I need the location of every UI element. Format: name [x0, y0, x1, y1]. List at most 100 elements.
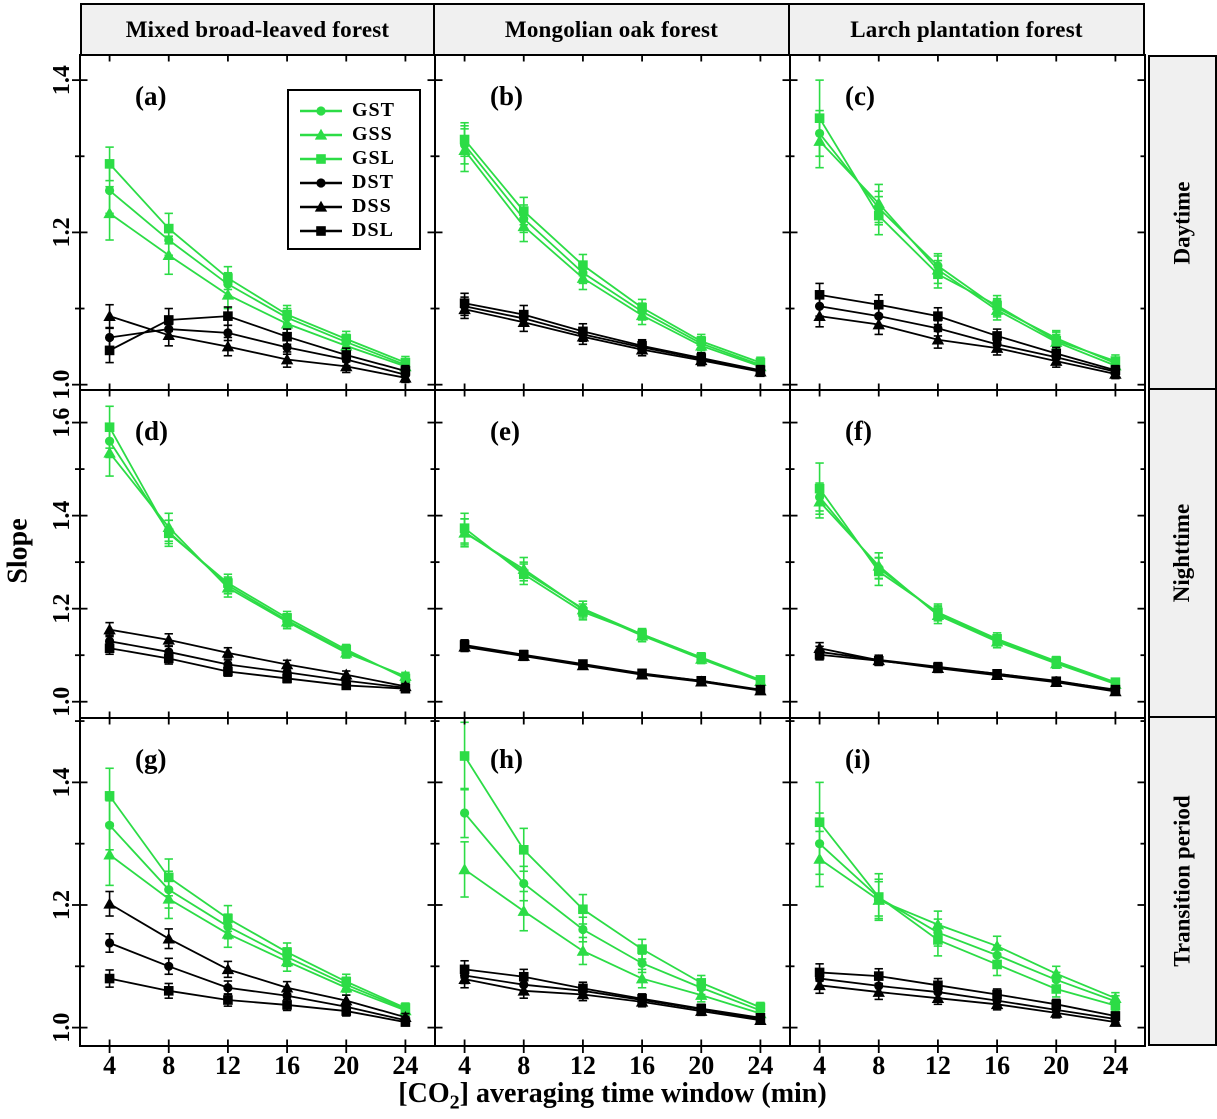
svg-text:1.0: 1.0 [49, 687, 75, 717]
series-DSL [459, 959, 766, 1023]
svg-text:8: 8 [517, 1051, 530, 1080]
row-strip-transition-period: Transition period [1148, 716, 1217, 1046]
series-DSL [814, 963, 1121, 1021]
y-tick-labels: 1.0 1.2 1.4 [49, 767, 75, 1042]
x-axis-title-subscript: 2 [449, 1091, 460, 1114]
axis-ticks [72, 718, 435, 1053]
legend-entry-DSS: DSS [299, 195, 409, 218]
series-GSS [458, 841, 767, 1020]
legend-entry-DSL: DSL [299, 219, 409, 242]
panel-f: (f) [789, 389, 1146, 719]
svg-text:4: 4 [103, 1051, 116, 1080]
legend-label-DSS: DSS [352, 195, 392, 217]
axis-ticks [790, 55, 1145, 390]
panel-letter: (b) [490, 81, 523, 111]
x-axis-title-prefix: [CO [398, 1078, 450, 1109]
legend-entry-DST: DST [299, 171, 409, 194]
panel-letter: (c) [845, 81, 875, 111]
column-header-larch-plantation-forest: Larch plantation forest [788, 3, 1145, 57]
svg-text:12: 12 [215, 1051, 241, 1080]
legend-entry-GST: GST [299, 99, 409, 122]
svg-text:16: 16 [984, 1051, 1010, 1080]
legend-marker-circle-icon [300, 105, 342, 116]
axis-ticks [435, 55, 790, 390]
row-strip-daytime: Daytime [1148, 55, 1217, 390]
svg-text:20: 20 [333, 1051, 359, 1080]
y-axis-title: Slope [0, 55, 38, 1046]
legend-marker-square-icon [300, 153, 342, 164]
legend-entry-GSL: GSL [299, 147, 409, 170]
svg-text:12: 12 [925, 1051, 951, 1080]
svg-text:24: 24 [747, 1051, 773, 1080]
series-DSL [459, 292, 766, 376]
legend-marker-square-icon [300, 225, 342, 236]
svg-text:16: 16 [274, 1051, 300, 1080]
svg-text:1.4: 1.4 [49, 767, 75, 797]
x-tick-labels: 4 8 12 16 20 24 [458, 1051, 773, 1080]
svg-text:24: 24 [1102, 1051, 1128, 1080]
legend-entry-GSS: GSS [299, 123, 409, 146]
svg-text:20: 20 [1043, 1051, 1069, 1080]
svg-text:20: 20 [688, 1051, 714, 1080]
legend-label-GSS: GSS [352, 123, 393, 145]
legend-label-DSL: DSL [352, 219, 394, 241]
series-GSL [459, 121, 766, 369]
series-DSL [104, 641, 411, 694]
panel-letter: (i) [845, 744, 870, 774]
panel-b: (b) [434, 54, 791, 391]
panel-e: (e) [434, 389, 791, 719]
svg-text:16: 16 [629, 1051, 655, 1080]
axis-ticks [72, 390, 435, 718]
svg-text:4: 4 [813, 1051, 826, 1080]
series-DSL [814, 648, 1121, 695]
svg-text:1.2: 1.2 [49, 217, 75, 247]
y-tick-labels: 1.0 1.2 1.4 1.6 [49, 408, 75, 717]
x-axis-title-suffix: ] averaging time window (min) [459, 1078, 827, 1109]
series-DSS [103, 303, 412, 384]
series-DSL [814, 282, 1121, 376]
axis-ticks [435, 718, 790, 1053]
panel-letter: (h) [490, 744, 523, 774]
column-header-mixed-broad-leaved-forest: Mixed broad-leaved forest [80, 3, 435, 57]
panel-h: 4 8 12 16 20 24 (h) [434, 717, 791, 1080]
series-DSL [459, 639, 766, 695]
svg-text:1.4: 1.4 [49, 501, 75, 531]
svg-text:1.4: 1.4 [49, 65, 75, 95]
svg-text:1.6: 1.6 [49, 408, 75, 438]
series-GSL [104, 405, 411, 684]
series-GSL [459, 721, 766, 1014]
axis-ticks [790, 718, 1145, 1053]
series-GSL [814, 781, 1121, 1012]
svg-text:24: 24 [392, 1051, 418, 1080]
legend-label-DST: DST [352, 171, 394, 193]
panel-letter: (g) [135, 744, 166, 774]
legend-marker-triangle-icon [300, 200, 342, 212]
x-axis-title: [CO2] averaging time window (min) [80, 1078, 1145, 1115]
legend-label-GSL: GSL [352, 147, 396, 169]
series-DSL [104, 306, 411, 378]
panel-c: (c) [789, 54, 1146, 391]
panel-letter: (f) [845, 416, 872, 446]
legend-label-GST: GST [352, 99, 396, 121]
axis-ticks [435, 390, 790, 718]
legend-marker-circle-icon [300, 177, 342, 188]
y-axis-title-text: Slope [3, 517, 35, 584]
axis-ticks [72, 55, 435, 390]
svg-text:8: 8 [162, 1051, 175, 1080]
svg-text:8: 8 [872, 1051, 885, 1080]
panel-d: 1.0 1.2 1.4 1.6 (d) [49, 389, 436, 719]
series-GSL [814, 79, 1121, 368]
axis-ticks [790, 390, 1145, 718]
row-strip-nighttime: Nighttime [1148, 388, 1217, 718]
series-GSL [459, 512, 766, 685]
svg-text:1.0: 1.0 [49, 370, 75, 400]
series-DSL [104, 969, 411, 1027]
panel-i: 4 8 12 16 20 24 (i) [789, 717, 1146, 1080]
svg-text:1.2: 1.2 [49, 594, 75, 624]
svg-text:1.0: 1.0 [49, 1013, 75, 1043]
x-tick-labels: 4 8 12 16 20 24 [813, 1051, 1128, 1080]
panel-g: 1.0 1.2 1.4 4 8 12 16 20 24 (g) [49, 717, 436, 1080]
series-GSL [814, 462, 1121, 687]
svg-text:12: 12 [570, 1051, 596, 1080]
